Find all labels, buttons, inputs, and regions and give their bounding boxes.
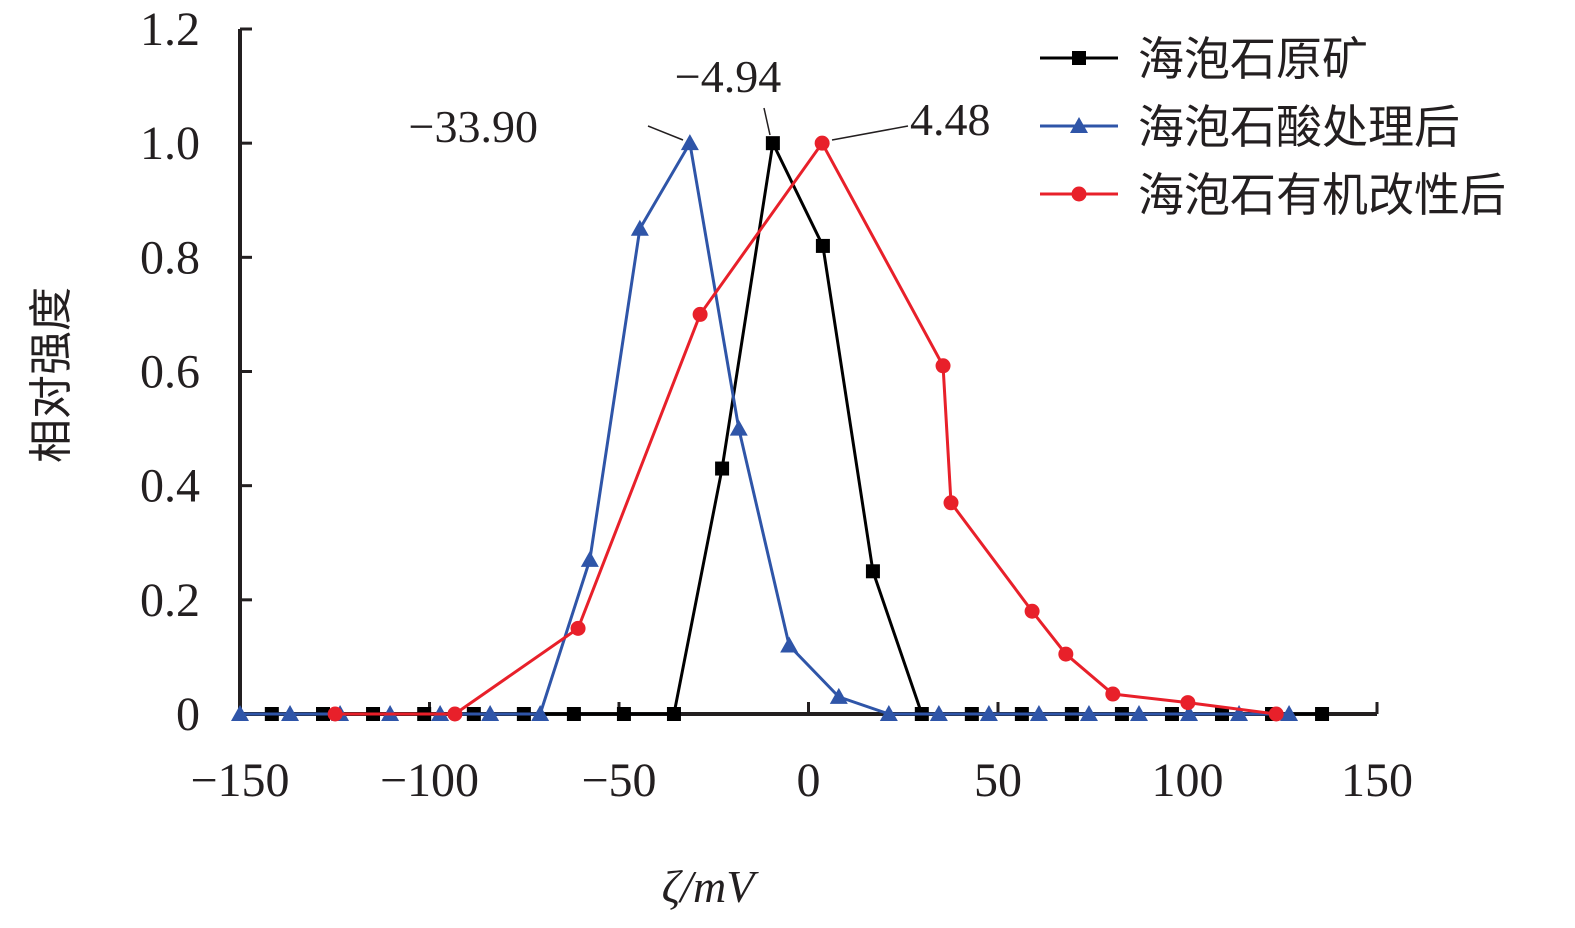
- data-point: [829, 687, 848, 704]
- data-point: [231, 705, 249, 721]
- y-tick-label: 0.4: [140, 460, 200, 513]
- data-point: [979, 705, 998, 721]
- data-point: [680, 134, 699, 151]
- data-point: [580, 550, 599, 567]
- y-tick-label: 0.8: [140, 231, 200, 284]
- data-point: [1180, 695, 1196, 711]
- data-point: [765, 136, 780, 151]
- annotation-leader: [831, 125, 909, 141]
- data-point: [1058, 646, 1074, 662]
- legend-marker: [1071, 186, 1087, 202]
- legend-item-1: 海泡石原矿: [1040, 32, 1368, 86]
- legend-marker: [1070, 117, 1088, 133]
- y-tick-label: 1.0: [140, 117, 200, 170]
- annotation-label: −33.90: [409, 101, 538, 152]
- series-layer: [231, 134, 1330, 722]
- annotation-label: 4.48: [910, 94, 991, 145]
- series-line: [271, 138, 1323, 716]
- legend-item-2: 海泡石酸处理后: [1040, 100, 1460, 154]
- data-point: [1230, 705, 1249, 721]
- data-point: [666, 707, 681, 721]
- data-point: [715, 461, 730, 476]
- series-line: [335, 140, 1277, 716]
- data-point: [630, 219, 649, 236]
- annotation-leader: [647, 125, 684, 141]
- legend-label: 海泡石酸处理后: [1138, 100, 1460, 154]
- data-point: [1079, 705, 1098, 721]
- x-tick-label: 50: [974, 754, 1022, 807]
- legend-label: 海泡石原矿: [1138, 32, 1368, 86]
- data-point: [1180, 705, 1199, 721]
- data-point: [943, 495, 959, 511]
- data-point: [570, 620, 586, 636]
- data-point: [815, 238, 830, 253]
- y-tick-label: 0: [176, 688, 200, 741]
- data-point: [566, 707, 581, 721]
- legend-marker: [1072, 51, 1086, 65]
- series-line: [240, 138, 1290, 716]
- data-point: [1105, 686, 1121, 702]
- x-tick-label: 150: [1341, 754, 1413, 807]
- x-tick-label: 100: [1152, 754, 1224, 807]
- x-tick-label: −150: [190, 754, 289, 807]
- data-point: [1129, 705, 1148, 721]
- legend-label: 海泡石有机改性后: [1138, 168, 1506, 222]
- data-point: [1315, 707, 1330, 721]
- y-axis-label: 相对强度: [26, 287, 77, 463]
- data-point: [1268, 706, 1284, 722]
- series-1: [264, 136, 1330, 721]
- data-point: [531, 705, 550, 721]
- data-point: [1024, 603, 1040, 619]
- data-point: [729, 419, 748, 436]
- data-point: [447, 706, 463, 722]
- legend-item-3: 海泡石有机改性后: [1040, 168, 1506, 222]
- data-point: [692, 306, 708, 322]
- data-point: [865, 564, 880, 579]
- annotation-leader: [763, 107, 771, 136]
- annotation-label: −4.94: [675, 51, 781, 102]
- x-tick-label: −100: [380, 754, 479, 807]
- series-3: [327, 135, 1284, 722]
- annotations: −33.90 −4.94 4.48: [409, 51, 991, 152]
- data-point: [616, 707, 631, 721]
- y-tick-label: 0.2: [140, 574, 200, 627]
- data-point: [814, 135, 830, 151]
- data-point: [481, 705, 500, 721]
- x-axis-label: ζ/mV: [662, 861, 760, 912]
- data-point: [879, 705, 898, 721]
- data-point: [327, 706, 343, 722]
- data-point: [1029, 705, 1048, 721]
- x-tick-label: 0: [797, 754, 821, 807]
- data-point: [929, 705, 948, 721]
- y-tick-label: 1.2: [140, 3, 200, 56]
- x-tick-label: −50: [581, 754, 656, 807]
- axes: −150 −100 −50 0 50 100 150 0 0.2 0.4 0.6 0.8 1.0 1.2: [140, 3, 1413, 807]
- data-point: [1280, 705, 1299, 721]
- data-point: [780, 636, 799, 653]
- data-point: [935, 358, 951, 374]
- y-tick-label: 0.6: [140, 346, 200, 399]
- data-point: [281, 705, 300, 721]
